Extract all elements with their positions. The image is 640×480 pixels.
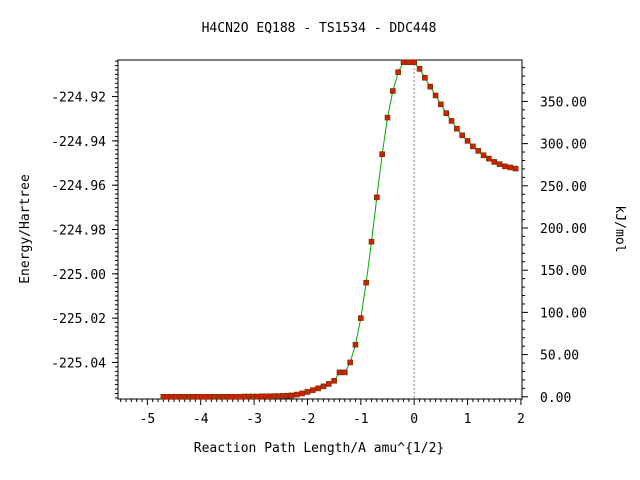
data-point [454, 125, 460, 132]
data-point [342, 369, 348, 376]
data-point [406, 59, 412, 66]
data-point [432, 92, 439, 99]
data-point [384, 114, 391, 121]
data-point [422, 74, 428, 81]
x-tick-label: -3 [246, 412, 262, 427]
data-point [309, 387, 316, 393]
data-point [486, 155, 492, 162]
data-point [299, 390, 305, 397]
y-tick-label: -224.98 [51, 224, 106, 239]
data-point [352, 341, 359, 348]
data-point [411, 59, 418, 66]
y2-tick-label: 150.00 [540, 264, 587, 279]
data-point [326, 381, 332, 387]
data-point [496, 161, 503, 167]
y2-tick-label: 200.00 [540, 222, 587, 237]
data-point [293, 391, 300, 398]
x-tick-label: 2 [517, 412, 525, 427]
data-point [331, 378, 337, 384]
data-point [475, 148, 482, 154]
data-point [507, 164, 514, 171]
y2-tick-label: 250.00 [540, 180, 587, 195]
plot-area: -5 -4 -3 -2 -1 0 1 2 -224.92 -224.94 -224.96 -224.9… [51, 59, 587, 427]
data-point [320, 383, 327, 390]
y-axis-title: Energy/Hartree [18, 174, 33, 284]
data-point [491, 159, 498, 165]
data-point [464, 138, 471, 144]
y2-tick-label: 50.00 [540, 349, 579, 364]
chart-title: H4CN2O EQ188 - TS1534 - DDC448 [202, 21, 437, 36]
y-tick-label: -224.94 [51, 135, 106, 150]
x-tick-label: -5 [140, 412, 156, 427]
data-point [347, 359, 353, 366]
data-point [304, 389, 311, 395]
data-point [512, 165, 519, 172]
series-line [163, 61, 516, 398]
x-tick-label: -4 [193, 412, 209, 427]
y2-tick-label: 350.00 [540, 95, 587, 110]
x-tick-label: 0 [410, 412, 418, 427]
data-point [336, 369, 343, 376]
data-point [459, 132, 466, 139]
data-point [390, 88, 396, 94]
data-point [480, 152, 487, 159]
data-point [502, 163, 508, 170]
data-point [358, 315, 364, 321]
x-tick-label: -2 [300, 412, 316, 427]
data-point [363, 279, 369, 286]
y-tick-label: -224.96 [51, 179, 106, 194]
data-point [315, 385, 321, 392]
data-point [368, 238, 375, 245]
data-point [427, 83, 434, 90]
data-point [374, 194, 380, 201]
data-point [400, 59, 407, 66]
y2-axis-title: kJ/mol [612, 206, 627, 253]
x-tick-label: 1 [464, 412, 472, 427]
y-tick-label: -224.92 [51, 91, 106, 106]
y-tick-label: -225.02 [51, 312, 106, 327]
y2-tick-label: 0.00 [540, 391, 571, 406]
y2-tick-label: 300.00 [540, 138, 587, 153]
x-axis-title: Reaction Path Length/A amu^{1/2} [194, 441, 444, 456]
data-point [416, 66, 423, 72]
data-point [288, 392, 295, 399]
data-point [438, 101, 444, 108]
data-point [443, 110, 450, 116]
y-tick-label: -225.04 [51, 356, 106, 371]
data-point [448, 118, 455, 124]
data-point [470, 143, 476, 150]
y2-tick-label: 100.00 [540, 306, 587, 321]
x-tick-label: -1 [353, 412, 369, 427]
plot-frame [117, 59, 523, 400]
data-point [395, 69, 401, 75]
data-point [379, 151, 385, 157]
y-tick-label: -225.00 [51, 268, 106, 283]
